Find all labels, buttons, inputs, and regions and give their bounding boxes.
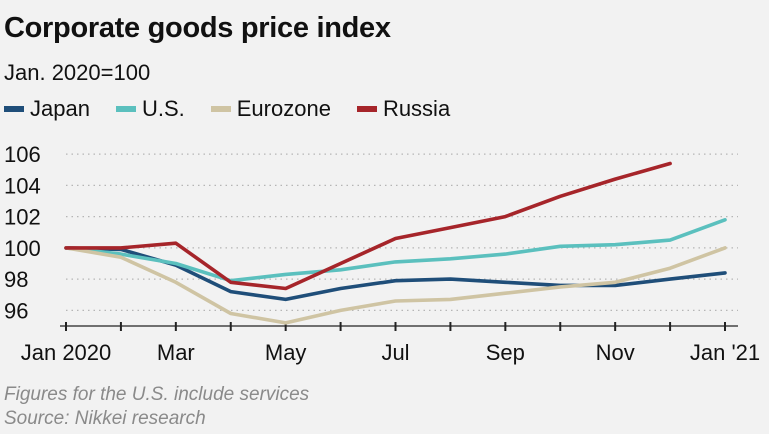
x-tick-label-6: Jul — [381, 340, 409, 365]
y-tick-label-96: 96 — [4, 298, 28, 323]
y-tick-label-100: 100 — [4, 236, 41, 261]
y-tick-label-104: 104 — [4, 173, 41, 198]
legend-item-us: U.S. — [115, 96, 185, 122]
legend-swatch-eurozone — [210, 106, 231, 112]
y-tick-label-102: 102 — [4, 205, 41, 230]
x-tick-label-2: Mar — [157, 340, 195, 365]
x-tick-label-12: Jan '21 — [690, 340, 760, 365]
x-tick-label-10: Nov — [596, 340, 635, 365]
x-tick-label-0: Jan 2020 — [21, 340, 112, 365]
chart-subtitle: Jan. 2020=100 — [4, 60, 151, 85]
series-line-us — [64, 218, 727, 283]
y-tick-label-106: 106 — [4, 142, 41, 167]
footnote: Figures for the U.S. include services — [4, 384, 310, 405]
legend-label-eurozone: Eurozone — [236, 96, 331, 121]
legend-label-us: U.S. — [141, 96, 185, 121]
series-line-eurozone — [64, 246, 727, 325]
x-tick-label-4: May — [265, 340, 307, 365]
legend-label-japan: Japan — [30, 96, 90, 121]
legend-swatch-russia — [356, 106, 377, 112]
chart-title: Corporate goods price index — [4, 12, 391, 44]
x-tick-label-8: Sep — [486, 340, 525, 365]
legend-item-japan: Japan — [4, 96, 90, 122]
source-note: Source: Nikkei research — [4, 408, 206, 429]
series-line-japan — [64, 246, 727, 302]
legend-item-eurozone: Eurozone — [210, 96, 331, 122]
legend-label-russia: Russia — [382, 96, 451, 121]
legend-item-russia: Russia — [356, 96, 451, 122]
legend-swatch-us — [115, 106, 136, 112]
legend-swatch-japan — [4, 106, 24, 112]
series-line-russia — [64, 161, 672, 291]
y-tick-label-98: 98 — [4, 267, 28, 292]
legend: Japan U.S. Eurozone Russia — [4, 96, 476, 122]
